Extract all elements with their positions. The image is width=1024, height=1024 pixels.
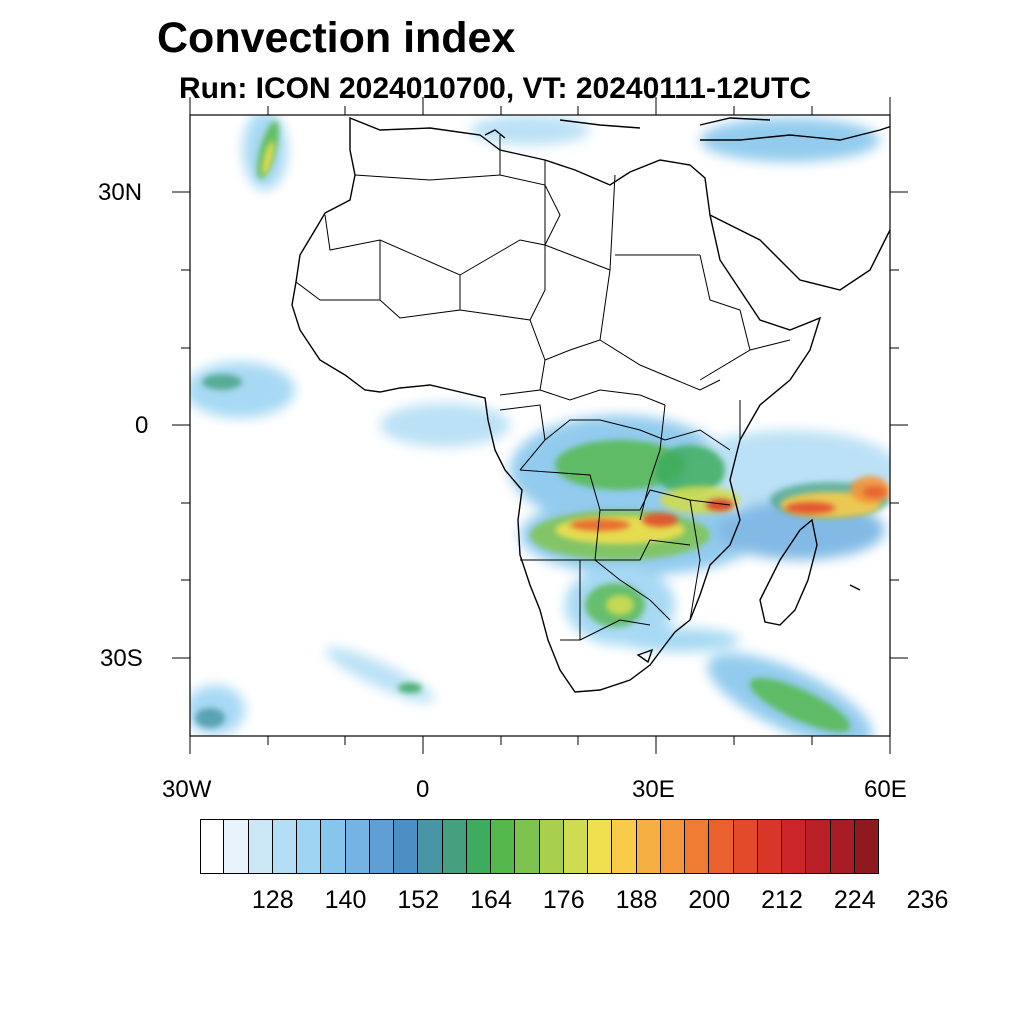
- colorbar-swatch: [854, 819, 879, 874]
- lon-label-0: 0: [416, 776, 430, 803]
- colorbar-swatch: [830, 819, 855, 874]
- colorbar-swatch: [685, 819, 710, 874]
- colorbar-swatch: [757, 819, 782, 874]
- colorbar-tick-label: 200: [688, 886, 731, 914]
- colorbar-tick-label: 164: [470, 886, 512, 914]
- colorbar-swatch: [442, 819, 467, 874]
- colorbar-swatch: [394, 819, 419, 874]
- colorbar-swatch: [588, 819, 613, 874]
- colorbar-swatch: [782, 819, 807, 874]
- lat-label-equator: 0: [135, 412, 149, 439]
- colorbar-swatch: [612, 819, 637, 874]
- colorbar-swatch: [369, 819, 394, 874]
- lon-label-60e: 60E: [864, 776, 907, 803]
- colorbar-tick-label: 128: [251, 886, 294, 914]
- coastlines: [291, 116, 890, 693]
- colorbar-swatch: [200, 819, 225, 874]
- lat-label-30s: 30S: [100, 645, 143, 672]
- colorbar-swatch: [418, 819, 443, 874]
- axis-ticks: [172, 97, 908, 754]
- colorbar-tick-label: 152: [397, 886, 440, 914]
- lon-label-30e: 30E: [632, 776, 675, 803]
- colorbar-swatch: [345, 819, 370, 874]
- colorbar-tick-label: 176: [542, 886, 585, 914]
- lon-label-30w: 30W: [162, 776, 212, 803]
- colorbar-tick-label: 224: [833, 886, 876, 914]
- colorbar-swatch: [272, 819, 297, 874]
- map-title: Convection index: [157, 14, 516, 62]
- colorbar: [200, 819, 879, 874]
- colorbar-swatch: [248, 819, 273, 874]
- colorbar-swatch: [563, 819, 588, 874]
- colorbar-tick-label: 236: [906, 886, 949, 914]
- colorbar-swatch: [491, 819, 516, 874]
- map-frame: [189, 114, 891, 737]
- lat-label-30n: 30N: [98, 179, 143, 206]
- colorbar-swatch: [806, 819, 831, 874]
- colorbar-tick-label: 140: [324, 886, 367, 914]
- colorbar-tick-label: 212: [761, 886, 803, 914]
- map-subtitle: Run: ICON 2024010700, VT: 20240111-12UTC: [179, 72, 812, 105]
- colorbar-tick-label: 188: [615, 886, 658, 914]
- colorbar-swatch: [297, 819, 322, 874]
- colorbar-swatch: [733, 819, 758, 874]
- colorbar-swatch: [660, 819, 685, 874]
- convection-field: [190, 115, 890, 736]
- country-borders: [295, 135, 791, 641]
- colorbar-swatch: [636, 819, 661, 874]
- colorbar-swatch: [466, 819, 491, 874]
- colorbar-swatch: [515, 819, 540, 874]
- colorbar-swatch: [539, 819, 564, 874]
- colorbar-swatch: [709, 819, 734, 874]
- colorbar-swatch: [224, 819, 249, 874]
- colorbar-swatch: [321, 819, 346, 874]
